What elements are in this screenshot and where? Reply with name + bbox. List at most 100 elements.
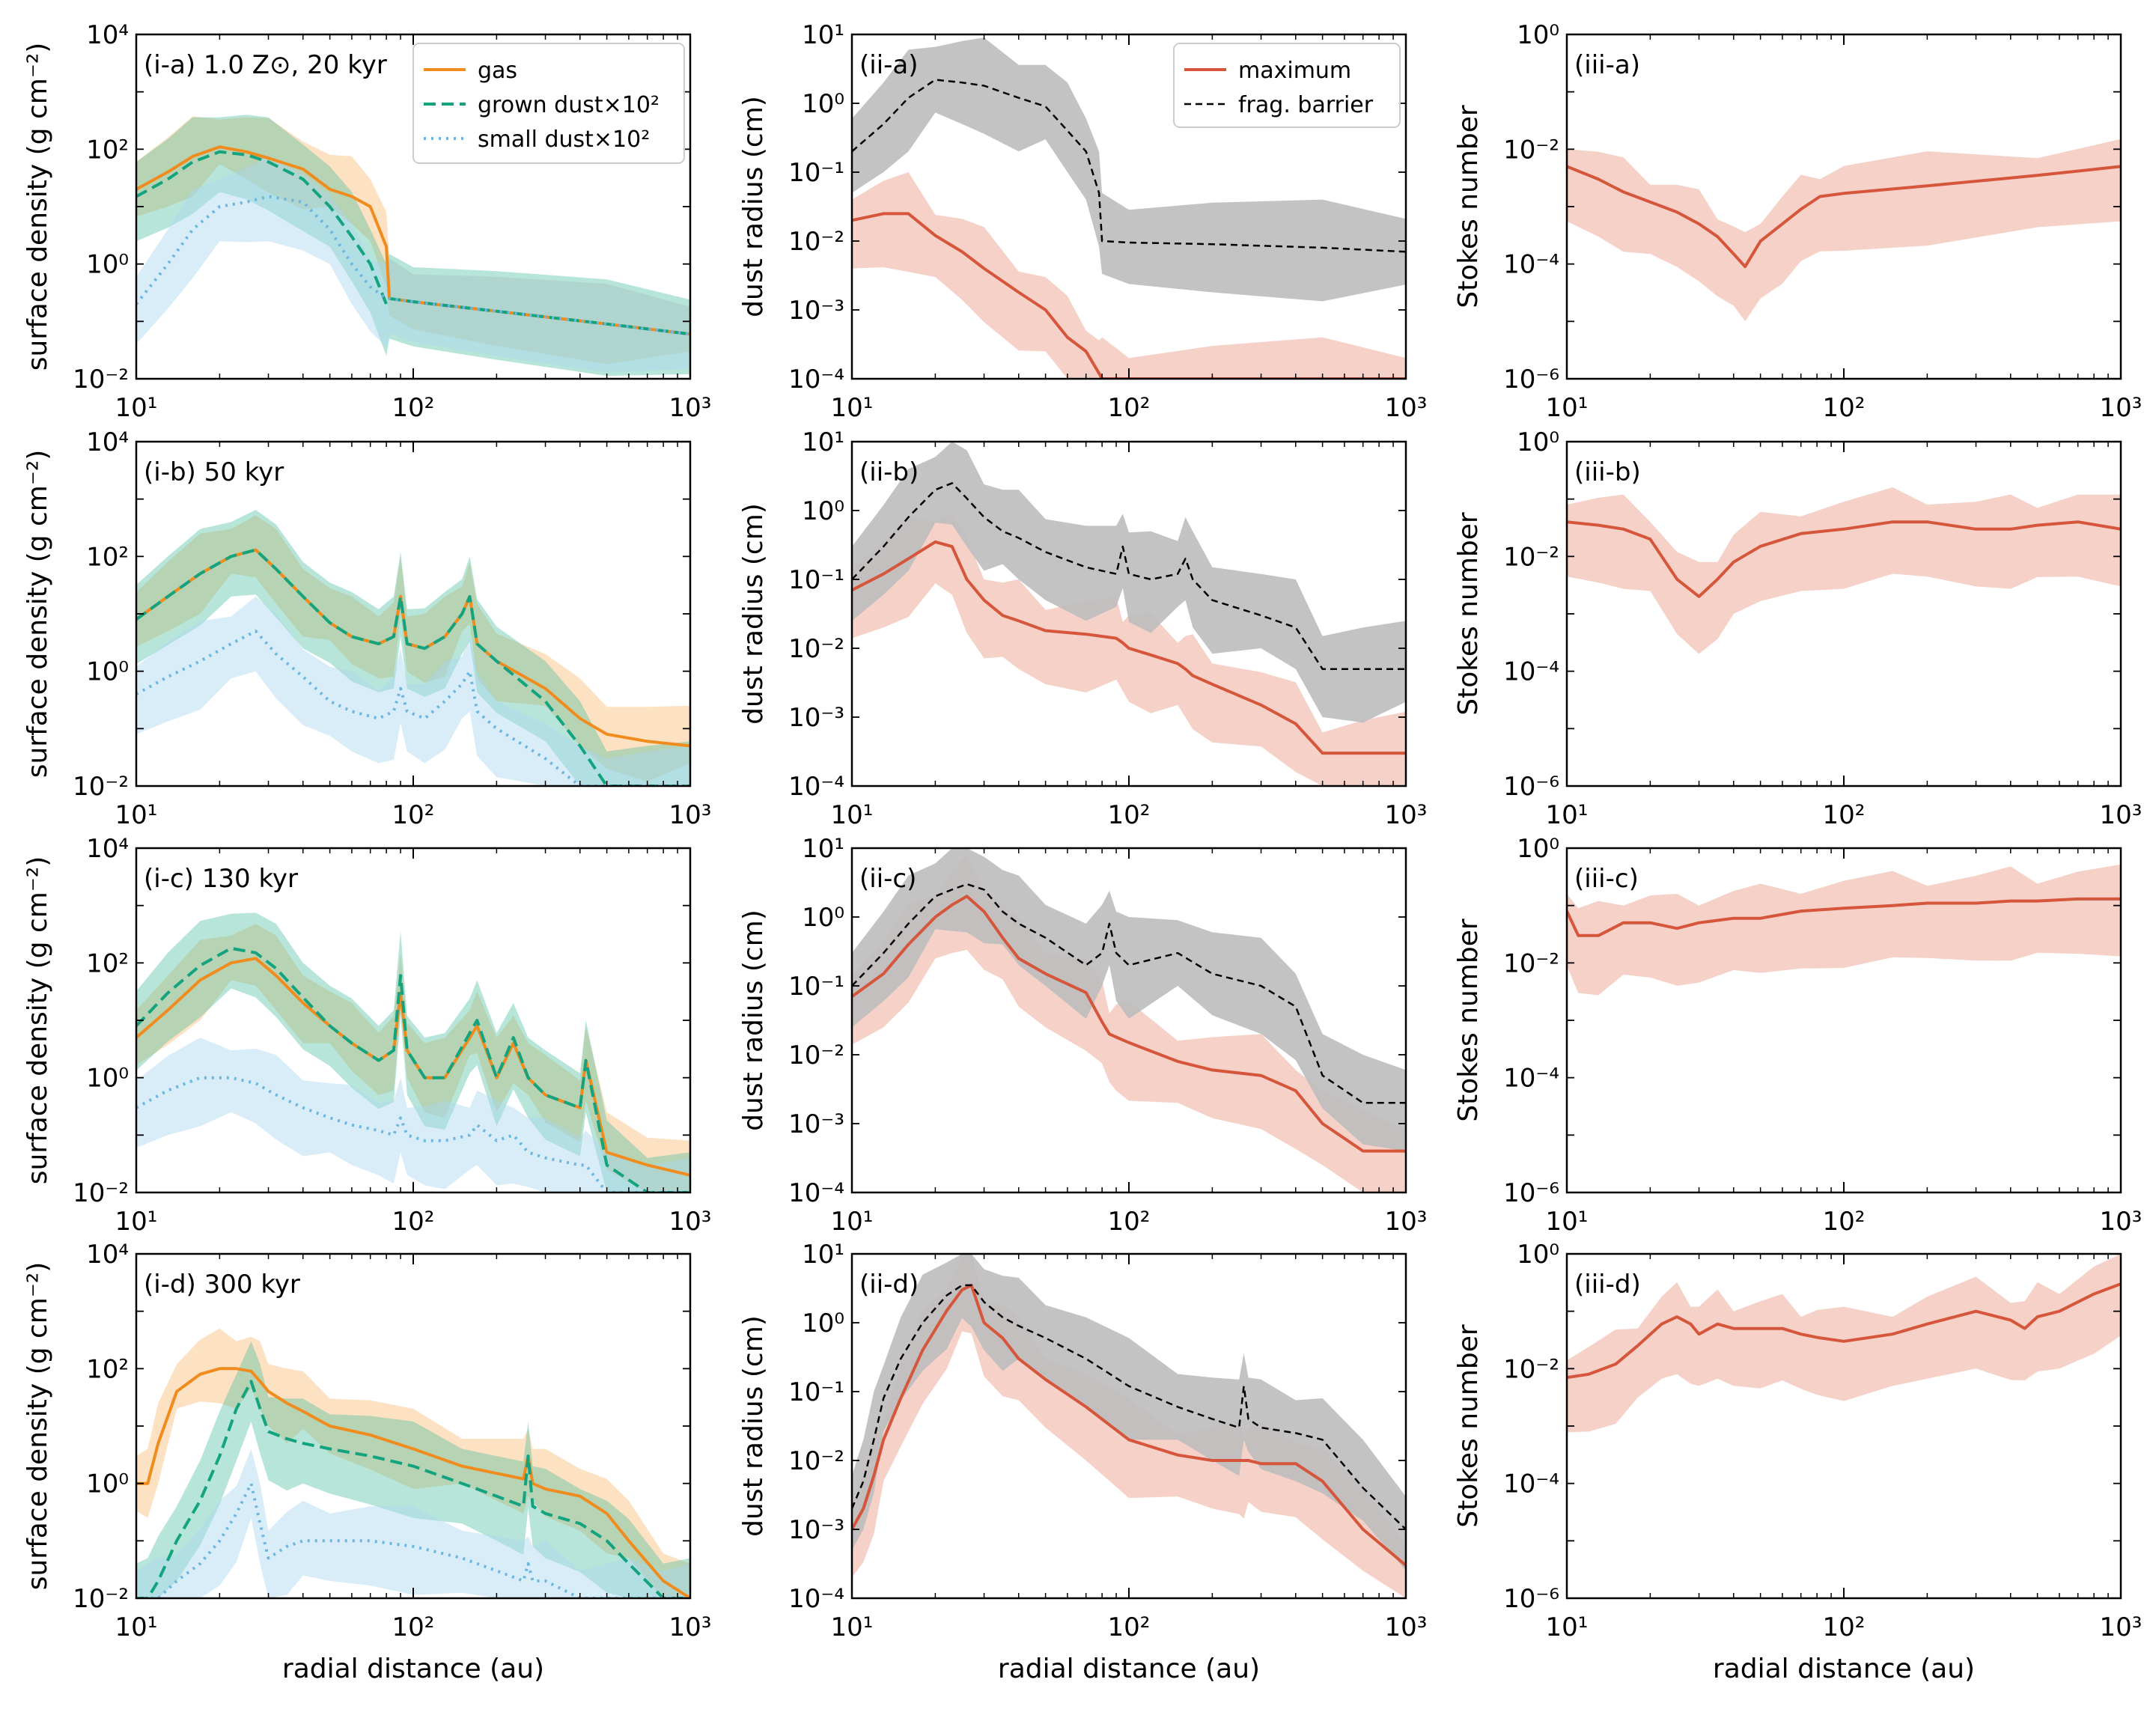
- axes-frame: [1565, 440, 2122, 788]
- band-stokes-number: [1567, 487, 2121, 654]
- x-tick-label: 10²: [1823, 1207, 1866, 1237]
- y-tick-label: 10¹: [802, 1240, 844, 1270]
- y-tick-label: 10⁰: [1517, 20, 1559, 50]
- legend-label: gas: [478, 58, 517, 84]
- panel-label: (i-b) 50 kyr: [144, 457, 284, 487]
- band-small-dust-: [136, 156, 690, 373]
- y-axis-label: surface density (g cm⁻²): [22, 43, 53, 371]
- x-tick-label: 10³: [2100, 393, 2143, 423]
- series-stokes-number: [1567, 1282, 2121, 1380]
- series-maximum: [852, 1283, 1406, 1567]
- x-tick-label: 10¹: [1546, 1612, 1589, 1642]
- y-axis-label: dust radius (cm): [738, 503, 769, 725]
- x-tick-label: 10³: [2100, 1612, 2143, 1642]
- y-tick-label: 10⁻⁴: [788, 365, 844, 395]
- series-grown-dust-: [136, 150, 690, 336]
- x-tick-label: 10³: [1385, 393, 1428, 423]
- y-axis-label: dust radius (cm): [738, 910, 769, 1131]
- y-tick-label: 10⁻¹: [788, 972, 844, 1002]
- y-axis-label: dust radius (cm): [738, 1315, 769, 1537]
- panel-5: 10¹ 10² 10³ 10⁻⁴ 10⁻³ 10⁻² 10⁻¹ 10⁰ 10¹ dust radi…: [738, 427, 1427, 830]
- y-tick-label: 10⁻²: [73, 365, 129, 395]
- series-maximum: [852, 212, 1406, 379]
- plot-area: [136, 115, 690, 377]
- y-tick-label: 10⁰: [802, 903, 844, 933]
- band-maximum: [852, 514, 1406, 786]
- panel-label: (iii-a): [1574, 50, 1640, 80]
- y-tick-label: 10⁻³: [788, 1109, 844, 1139]
- series-frag-barrier: [852, 482, 1406, 670]
- x-tick-label: 10³: [669, 1207, 712, 1237]
- y-tick-label: 10¹: [802, 427, 844, 457]
- panel-11: 10¹ 10² 10³ 10⁻⁴ 10⁻³ 10⁻² 10⁻¹ 10⁰ 10¹ dust radi…: [738, 1240, 1427, 1684]
- y-tick-label: 10⁻²: [788, 1446, 844, 1476]
- y-tick-label: 10⁻²: [1503, 948, 1559, 978]
- legend-label: frag. barrier: [1238, 92, 1374, 118]
- x-tick-label: 10³: [669, 1612, 712, 1642]
- y-tick-label: 10⁻⁴: [1503, 1064, 1559, 1094]
- y-tick-label: 10⁻⁴: [788, 1584, 844, 1614]
- panel-9: 10¹ 10² 10³ 10⁻⁶ 10⁻⁴ 10⁻² 10⁰ Stokes number (ii…: [1453, 834, 2142, 1237]
- band-stokes-number: [1567, 138, 2121, 322]
- x-tick-label: 10²: [1108, 1207, 1151, 1237]
- x-tick-label: 10²: [1108, 1612, 1151, 1642]
- y-tick-label: 10⁰: [802, 89, 844, 119]
- legend: maximum frag. barrier: [1173, 43, 1401, 128]
- y-tick-label: 10¹: [802, 834, 844, 864]
- panel-1: 10¹ 10² 10³ 10⁻² 10⁰ 10² 10⁴ surface density (g…: [22, 20, 711, 423]
- y-tick-label: 10⁻⁶: [1503, 772, 1559, 802]
- plot-area: [1567, 1254, 2121, 1433]
- y-tick-label: 10⁴: [86, 427, 129, 457]
- y-tick-label: 10⁰: [1517, 834, 1559, 864]
- y-tick-label: 10⁰: [86, 657, 129, 687]
- panel-label: (i-a) 1.0 Z⊙, 20 kyr: [144, 50, 387, 80]
- plot-area: [852, 1254, 1406, 1598]
- y-tick-label: 10⁻¹: [788, 1377, 844, 1407]
- x-tick-label: 10¹: [115, 800, 158, 830]
- x-tick-label: 10²: [1823, 393, 1866, 423]
- y-tick-label: 10⁻⁴: [1503, 1469, 1559, 1499]
- series-grown-dust-: [136, 946, 690, 1192]
- panel-2: 10¹ 10² 10³ 10⁻⁴ 10⁻³ 10⁻² 10⁻¹ 10⁰ 10¹ dust radi…: [738, 20, 1427, 423]
- legend-label: grown dust×10²: [478, 92, 660, 118]
- x-tick-label: 10¹: [115, 1612, 158, 1642]
- x-tick-label: 10²: [392, 1612, 435, 1642]
- y-tick-label: 10²: [86, 1354, 129, 1384]
- y-tick-label: 10⁻¹: [788, 565, 844, 595]
- plot-area: [852, 442, 1406, 786]
- panel-label: (ii-a): [859, 50, 919, 80]
- x-tick-label: 10¹: [1546, 393, 1589, 423]
- panel-8: 10¹ 10² 10³ 10⁻⁴ 10⁻³ 10⁻² 10⁻¹ 10⁰ 10¹ dust radi…: [738, 834, 1427, 1237]
- y-axis-label: surface density (g cm⁻²): [22, 1262, 53, 1591]
- x-tick-label: 10³: [1385, 1612, 1428, 1642]
- y-tick-label: 10⁻²: [1503, 135, 1559, 165]
- x-tick-label: 10²: [1108, 800, 1151, 830]
- band-frag-barrier: [852, 848, 1406, 1151]
- x-tick-label: 10¹: [831, 800, 874, 830]
- y-axis-label: Stokes number: [1453, 1324, 1484, 1528]
- legend: gas grown dust×10² small dust×10²: [412, 43, 685, 164]
- y-tick-label: 10⁻²: [788, 1041, 844, 1070]
- y-tick-label: 10⁰: [1517, 1240, 1559, 1270]
- panel-6: 10¹ 10² 10³ 10⁻⁶ 10⁻⁴ 10⁻² 10⁰ Stokes number (ii…: [1453, 427, 2142, 830]
- plot-area: [1567, 487, 2121, 654]
- y-axis-label: dust radius (cm): [738, 96, 769, 317]
- legend-box: [412, 43, 685, 164]
- band-maximum: [852, 172, 1406, 379]
- x-tick-label: 10²: [1108, 393, 1151, 423]
- series-grown-dust-: [136, 548, 690, 786]
- series-small-dust-: [136, 1076, 690, 1192]
- panel-4: 10¹ 10² 10³ 10⁻² 10⁰ 10² 10⁴ surface density (g…: [22, 427, 711, 830]
- plot-area: [852, 848, 1406, 1192]
- series-gas: [136, 1367, 690, 1598]
- y-tick-label: 10²: [86, 542, 129, 572]
- y-axis-label: surface density (g cm⁻²): [22, 450, 53, 779]
- band-frag-barrier: [852, 1254, 1406, 1571]
- x-tick-label: 10²: [1823, 800, 1866, 830]
- band-grown-dust-: [136, 115, 690, 377]
- x-tick-label: 10¹: [831, 1207, 874, 1237]
- y-tick-label: 10⁻²: [1503, 542, 1559, 572]
- band-small-dust-: [136, 1038, 690, 1192]
- band-gas: [136, 515, 690, 782]
